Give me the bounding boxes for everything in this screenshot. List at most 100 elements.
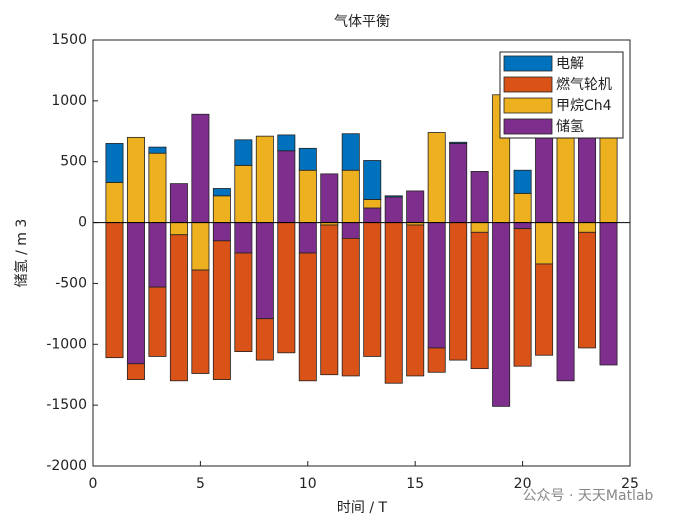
bar <box>105 222 124 359</box>
bar <box>341 222 360 239</box>
bar <box>234 252 253 352</box>
bar <box>513 228 532 367</box>
bar <box>341 133 360 171</box>
bar <box>427 222 446 349</box>
bar <box>363 222 382 357</box>
y-tick-label: -2000 <box>46 458 87 474</box>
watermark: 公众号 · 天天Matlab <box>523 488 654 504</box>
bar <box>406 190 425 223</box>
bar <box>513 169 532 194</box>
y-axis-label: 储氢 / m 3 <box>14 219 30 288</box>
bar <box>277 222 296 354</box>
bar <box>449 143 468 223</box>
bar <box>470 222 489 233</box>
bar <box>341 237 360 377</box>
bar <box>234 164 253 223</box>
y-tick-label: 0 <box>78 215 87 231</box>
bar <box>126 363 145 380</box>
bar <box>384 196 403 223</box>
bar <box>148 222 167 288</box>
bar <box>298 252 317 382</box>
bar <box>535 263 554 356</box>
bar <box>169 183 188 223</box>
bar <box>578 231 597 349</box>
legend-swatch <box>503 55 553 72</box>
bar <box>298 222 317 254</box>
bar <box>255 135 274 223</box>
bar <box>191 269 210 374</box>
bar <box>105 182 124 223</box>
bar <box>578 222 597 233</box>
x-tick-label: 10 <box>299 476 317 492</box>
bar <box>126 136 145 223</box>
y-tick-label: -1000 <box>46 336 87 352</box>
bar <box>363 207 382 223</box>
y-tick-label: 1000 <box>51 93 87 109</box>
x-tick-label: 20 <box>514 476 532 492</box>
bar <box>556 222 575 382</box>
bar <box>492 222 511 407</box>
legend-swatch <box>503 76 553 93</box>
bar <box>470 231 489 370</box>
bar <box>449 222 468 361</box>
bar <box>255 222 274 320</box>
bar <box>599 134 618 223</box>
axes-box <box>92 39 631 467</box>
bar <box>363 199 382 209</box>
bar <box>535 134 554 223</box>
bar <box>320 173 339 223</box>
legend-label: 储氢 <box>556 119 584 135</box>
y-tick-label: -500 <box>55 275 87 291</box>
bar <box>556 130 575 223</box>
bar <box>148 146 167 154</box>
bar <box>427 347 446 373</box>
legend-label: 甲烷Ch4 <box>556 98 612 114</box>
bar <box>363 160 382 200</box>
bar <box>277 134 296 152</box>
bar <box>320 224 339 376</box>
y-tick-label: 1500 <box>51 32 87 48</box>
bar <box>105 143 124 183</box>
bar <box>578 134 597 223</box>
bar <box>599 222 618 366</box>
bar <box>191 222 210 271</box>
x-axis-label: 时间 / T <box>337 500 388 516</box>
bar <box>169 222 188 236</box>
bar <box>277 150 296 223</box>
bar <box>470 171 489 223</box>
x-tick-label: 15 <box>406 476 424 492</box>
bar <box>212 222 231 242</box>
bar <box>255 318 274 361</box>
bar <box>406 224 425 377</box>
bar <box>234 139 253 166</box>
bar <box>513 192 532 223</box>
bar <box>212 188 231 197</box>
bar <box>298 147 317 171</box>
bar <box>535 222 554 265</box>
bar <box>449 141 468 144</box>
legend-swatch <box>503 118 553 135</box>
bar <box>126 222 145 365</box>
bar <box>384 222 403 384</box>
chart-title: 气体平衡 <box>334 14 390 30</box>
bar <box>384 195 403 198</box>
bar <box>341 169 360 223</box>
bar <box>169 234 188 382</box>
x-tick-label: 25 <box>621 476 639 492</box>
bar <box>427 132 446 223</box>
bar <box>148 286 167 357</box>
bar <box>298 169 317 223</box>
bar <box>191 113 210 223</box>
bar <box>234 222 253 254</box>
bar <box>212 195 231 223</box>
x-tick-label: 0 <box>89 476 98 492</box>
legend-label: 电解 <box>556 56 584 72</box>
y-tick-label: -1500 <box>46 397 87 413</box>
y-tick-label: 500 <box>60 154 87 170</box>
bar <box>148 152 167 223</box>
legend-swatch <box>503 97 553 114</box>
bar <box>212 240 231 380</box>
x-tick-label: 5 <box>196 476 205 492</box>
bar <box>513 222 532 230</box>
